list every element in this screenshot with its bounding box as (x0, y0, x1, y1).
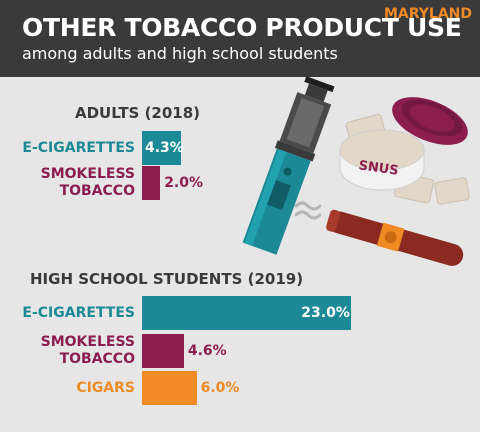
bar-category-label: E-CIGARETTES (22, 140, 135, 157)
bar (142, 131, 182, 165)
bar-category-label: E-CIGARETTES (22, 305, 135, 322)
bar-category-label-line: CIGARS (76, 379, 135, 396)
bar-value-label: 6.0% (200, 380, 240, 396)
bar-value-label: 23.0% (301, 305, 350, 321)
bar (142, 166, 161, 200)
bar-value-label: 4.6% (187, 343, 227, 359)
bar-category-label: CIGARS (76, 380, 135, 397)
chart-title: HIGH SCHOOL STUDENTS (2019) (30, 270, 304, 288)
vape-pen-icon (242, 76, 335, 255)
snus-label: SNUS (358, 158, 400, 178)
smoke-icon (294, 201, 322, 220)
cigar-icon (326, 209, 464, 266)
bar-value-label: 2.0% (164, 175, 204, 191)
bar-value-label: 4.3% (145, 140, 184, 156)
bar-category-label-line: SMOKELESS (40, 334, 135, 350)
snus-tin-icon: SNUS (339, 97, 468, 191)
bar (142, 334, 184, 368)
bar (142, 371, 197, 405)
state-label: MARYLAND (383, 6, 472, 22)
bar-category-label-line: E-CIGARETTES (22, 139, 135, 156)
chart-title: ADULTS (2018) (75, 104, 201, 122)
bar-category-label: SMOKELESS TOBACCO (41, 166, 135, 200)
bar (142, 296, 352, 330)
bar-category-label-line: TOBACCO (59, 351, 135, 367)
page-subtitle: among adults and high school students (22, 44, 338, 63)
header: OTHER TOBACCO PRODUCT USE among adults a… (0, 0, 480, 77)
page-title: OTHER TOBACCO PRODUCT USE (22, 13, 462, 42)
bar-category-label-line: E-CIGARETTES (22, 304, 135, 321)
bar-category-label: SMOKELESS TOBACCO (41, 334, 135, 368)
bar-category-label-line: SMOKELESS (40, 166, 135, 182)
bar-category-label-line: TOBACCO (59, 183, 135, 199)
